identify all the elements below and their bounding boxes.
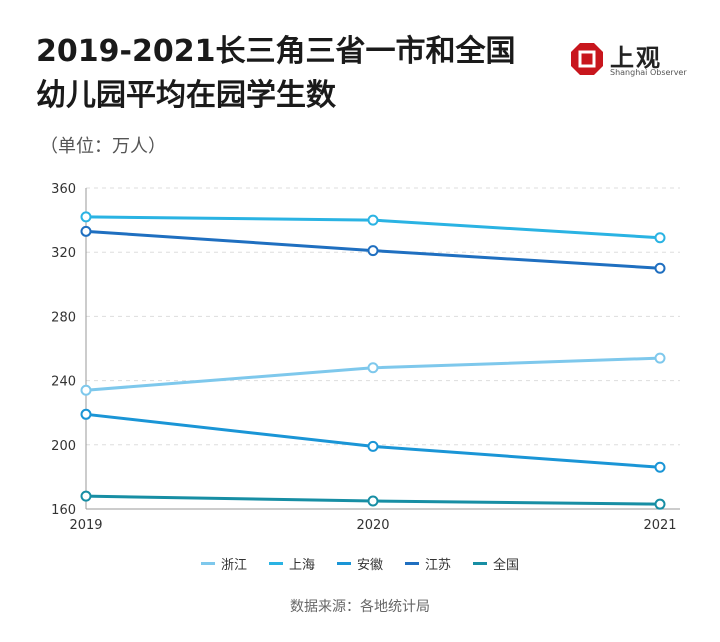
data-point xyxy=(367,362,379,374)
data-point xyxy=(654,352,666,364)
logo-subtitle: Shanghai Observer xyxy=(610,68,687,77)
data-point xyxy=(80,225,92,237)
legend-item: 浙江 xyxy=(200,554,247,573)
series-line xyxy=(85,412,661,469)
legend-label: 浙江 xyxy=(220,558,247,573)
y-tick-label: 320 xyxy=(51,246,76,261)
legend-swatch xyxy=(473,562,488,565)
data-point xyxy=(80,384,92,396)
legend-label: 上海 xyxy=(288,558,315,573)
legend-item: 全国 xyxy=(473,554,519,573)
data-point xyxy=(367,495,379,507)
data-point xyxy=(367,214,379,226)
y-tick-label: 200 xyxy=(51,439,76,454)
legend-label: 江苏 xyxy=(425,558,452,573)
legend-item: 江苏 xyxy=(405,554,451,573)
logo: 上观 Shanghai Observer xyxy=(570,38,700,88)
data-point xyxy=(367,245,379,257)
data-point xyxy=(80,490,92,502)
x-tick-label: 2019 xyxy=(69,518,102,533)
title-line-1: 2019-2021长三角三省一市和全国 xyxy=(36,34,516,69)
unit-label: （单位：万人） xyxy=(40,136,166,157)
chart-title: 2019-2021长三角三省一市和全国 幼儿园平均在园学生数 xyxy=(36,30,515,118)
data-point xyxy=(654,498,666,510)
legend-swatch xyxy=(405,562,419,565)
title-line-2: 幼儿园平均在园学生数 xyxy=(36,78,336,113)
logo-name: 上观 xyxy=(610,44,662,72)
source-note: 数据来源：各地统计局 xyxy=(290,599,430,615)
legend-label: 全国 xyxy=(493,558,520,573)
data-point xyxy=(654,232,666,244)
y-tick-label: 360 xyxy=(51,182,76,197)
x-tick-label: 2020 xyxy=(356,518,389,533)
data-point xyxy=(80,211,92,223)
y-tick-label: 160 xyxy=(51,503,76,518)
y-tick-label: 240 xyxy=(51,375,76,390)
logo-icon xyxy=(571,43,603,75)
data-point xyxy=(654,262,666,274)
legend-label: 安徽 xyxy=(356,558,383,573)
legend-item: 安徽 xyxy=(336,554,383,573)
legend-swatch xyxy=(268,562,283,565)
legend-swatch xyxy=(200,562,215,565)
y-tick-label: 280 xyxy=(51,310,76,325)
x-tick-label: 2021 xyxy=(643,518,676,533)
legend: 浙江 上海 安徽 江苏 全国 xyxy=(0,554,720,573)
data-point xyxy=(80,408,92,420)
legend-swatch xyxy=(336,562,351,565)
legend-item: 上海 xyxy=(268,554,315,573)
data-point xyxy=(654,461,666,473)
data-point xyxy=(367,440,379,452)
